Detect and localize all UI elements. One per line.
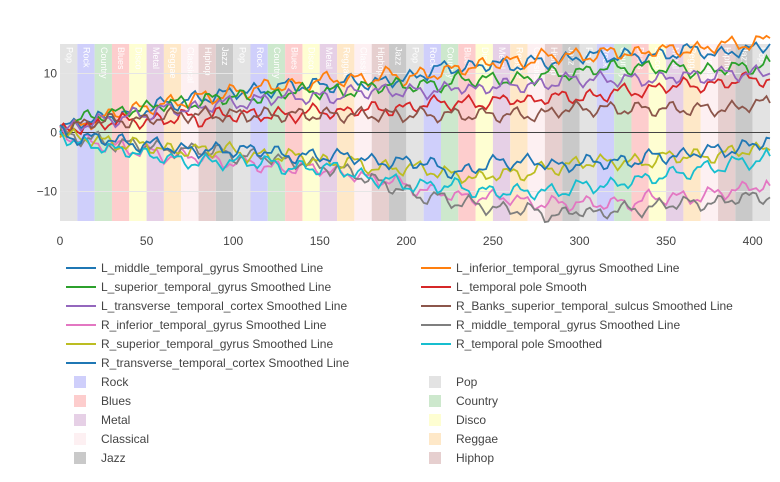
genre-band-label: Disco (307, 47, 317, 70)
genre-band-label: Jazz (740, 47, 750, 66)
genre-band-label: Disco (653, 47, 663, 70)
legend-series-label: L_inferior_temporal_gyrus Smoothed Line (456, 261, 680, 275)
genre-band-label: Rock (255, 47, 265, 68)
legend-series-label: L_superior_temporal_gyrus Smoothed Line (101, 280, 331, 294)
legend-series-label: R_Banks_superior_temporal_sulcus Smoothe… (456, 299, 733, 313)
x-tick-label: 350 (656, 234, 676, 248)
genre-band-label: Pop (64, 47, 74, 63)
legend-genre-swatch (74, 433, 86, 445)
legend[interactable]: L_middle_temporal_gyrus Smoothed Line L_i… (66, 261, 733, 465)
y-tick-label: 0 (50, 126, 57, 140)
genre-band-label: Hiphop (203, 47, 213, 76)
genre-band-label: Classical (532, 47, 542, 83)
series-line (59, 63, 771, 136)
genre-band-label: Country (618, 47, 628, 79)
genre-band-label: Hiphop (722, 47, 732, 76)
legend-genre-label: Pop (456, 375, 478, 389)
legend-series-label: L_temporal pole Smooth (456, 280, 587, 294)
legend-series-label: R_temporal pole Smoothed (456, 337, 602, 351)
genre-band-label: Classical (186, 47, 196, 83)
genre-band-label: Country (272, 47, 282, 79)
legend-genre-swatch (429, 395, 441, 407)
legend-series-label: R_superior_temporal_gyrus Smoothed Line (101, 337, 333, 351)
legend-genre-swatch (74, 414, 86, 426)
series-line (59, 130, 771, 201)
legend-genre-swatch (429, 414, 441, 426)
genre-band-label: Blues (636, 47, 646, 70)
genre-band-label: Blues (463, 47, 473, 70)
genre-band-label: Blues (289, 47, 299, 70)
genre-band-label: Country (99, 47, 109, 79)
x-tick-label: 300 (569, 234, 589, 248)
legend-genre-label: Classical (101, 432, 149, 446)
legend-genre-swatch (429, 376, 441, 388)
legend-series-label: R_middle_temporal_gyrus Smoothed Line (456, 318, 680, 332)
legend-genre-swatch (74, 376, 86, 388)
genre-band-label: Rock (601, 47, 611, 68)
legend-genre-label: Reggae (456, 432, 498, 446)
x-tick-label: 150 (310, 234, 330, 248)
series-line (59, 54, 771, 136)
genre-band-label: Disco (480, 47, 490, 70)
genre-band-label: Pop (411, 47, 421, 63)
series-lines (59, 34, 771, 224)
legend-genre-label: Metal (101, 413, 130, 427)
x-tick-label: 0 (57, 234, 64, 248)
legend-genre-label: Disco (456, 413, 486, 427)
series-line (59, 34, 771, 139)
genre-band-label: Jazz (220, 47, 230, 66)
genre-band-label: Disco (134, 47, 144, 70)
genre-band-label: Pop (237, 47, 247, 63)
legend-genre-label: Jazz (101, 451, 126, 465)
genre-band-label: Metal (324, 47, 334, 69)
genre-band-label: Metal (497, 47, 507, 69)
series-line (59, 94, 771, 139)
genre-band-label: Blues (116, 47, 126, 70)
legend-series-label: R_inferior_temporal_gyrus Smoothed Line (101, 318, 327, 332)
x-tick-label: 50 (140, 234, 154, 248)
legend-series-label: L_transverse_temporal_cortex Smoothed Li… (101, 299, 347, 313)
x-tick-label: 400 (743, 234, 763, 248)
legend-genre-swatch (74, 395, 86, 407)
legend-series-label: R_transverse_temporal_cortex Smoothed Li… (101, 356, 349, 370)
legend-series-label: L_middle_temporal_gyrus Smoothed Line (101, 261, 323, 275)
series-line (59, 71, 771, 136)
genre-band-label: Country (445, 47, 455, 79)
legend-genre-label: Country (456, 394, 498, 408)
legend-genre-swatch (429, 452, 441, 464)
genre-band-label: Rock (428, 47, 438, 68)
genre-band-label: Reggae (341, 47, 351, 79)
x-tick-labels: 0 50 100 150 200 250 300 350 400 (57, 234, 763, 248)
x-tick-label: 200 (396, 234, 416, 248)
y-tick-labels: −10 0 10 (37, 67, 58, 199)
legend-genre-label: Blues (101, 394, 131, 408)
genre-band-label: Metal (151, 47, 161, 69)
y-tick-label: −10 (37, 185, 58, 199)
legend-genre-swatch (74, 452, 86, 464)
y-tick-label: 10 (44, 67, 58, 81)
x-tick-label: 100 (223, 234, 243, 248)
genre-band-label: Reggae (168, 47, 178, 79)
genre-band-label: Rock (82, 47, 92, 68)
genre-band-label: Hiphop (549, 47, 559, 76)
genre-band-label: Jazz (566, 47, 576, 66)
x-tick-label: 250 (483, 234, 503, 248)
genre-band-label: Pop (757, 47, 767, 63)
genre-band-label: Classical (359, 47, 369, 83)
legend-genre-label: Rock (101, 375, 129, 389)
genre-band-label: Hiphop (376, 47, 386, 76)
legend-genre-label: Hiphop (456, 451, 494, 465)
series-line (59, 127, 771, 185)
genre-band-label: Reggae (688, 47, 698, 79)
series-line (59, 124, 771, 180)
genre-band-label: Jazz (393, 47, 403, 66)
legend-genre-swatch (429, 433, 441, 445)
